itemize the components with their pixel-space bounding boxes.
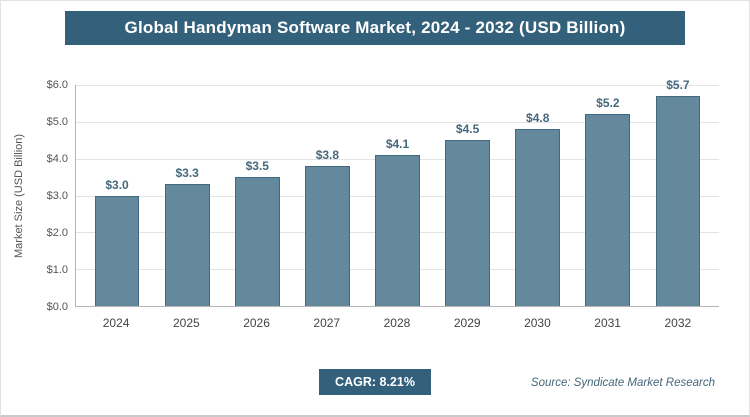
- x-tick-label: 2027: [313, 316, 341, 330]
- bar: [94, 195, 140, 306]
- plot-area: $3.0 $3.3 $3.5 $3.8 $4.1 $4.5 $4.8 $5.2 $5.7: [75, 78, 719, 307]
- bar-group: $4.1: [362, 85, 432, 306]
- y-axis-labels: $0.0 $1.0 $2.0 $3.0 $4.0 $5.0 $6.0: [31, 79, 75, 313]
- y-tick-label: $5.0: [46, 115, 68, 128]
- cagr-badge: CAGR: 8.21%: [319, 369, 431, 395]
- source-attribution: Source: Syndicate Market Research: [530, 377, 715, 389]
- x-tick-label: 2024: [102, 316, 130, 330]
- x-tick-label: 2025: [172, 316, 200, 330]
- y-tick-label: $6.0: [46, 79, 68, 91]
- bar-value-label: $4.1: [385, 136, 410, 151]
- chart-area: Market Size (USD Billion) $0.0 $1.0 $2.0 $3…: [13, 78, 719, 335]
- bar: [164, 184, 210, 306]
- y-tick-label: $4.0: [46, 152, 68, 165]
- bar-value-label: $5.7: [666, 78, 690, 93]
- bar-group: $4.5: [433, 85, 503, 306]
- bar-series: $3.0 $3.3 $3.5 $3.8 $4.1 $4.5 $4.8 $5.2 $5.7: [76, 78, 719, 306]
- chart-footer: CAGR: 8.21% Source: Syndicate Market Res…: [1, 369, 749, 397]
- bar-value-label: $3.3: [175, 166, 199, 181]
- y-tick-label: $0.0: [46, 301, 68, 313]
- bar: [304, 166, 350, 306]
- y-tick-label: $3.0: [46, 190, 68, 202]
- bar-group: $3.3: [152, 85, 222, 306]
- bar: [515, 129, 561, 306]
- bar-group: $3.0: [82, 85, 152, 306]
- bar-value-label: $3.0: [105, 177, 129, 192]
- bar-value-label: $3.5: [245, 159, 269, 174]
- x-tick-label: 2030: [524, 316, 551, 330]
- y-tick-label: $1.0: [46, 264, 68, 276]
- bar: [585, 114, 631, 306]
- x-tick-label: 2026: [243, 316, 270, 330]
- x-tick-label: 2032: [664, 316, 692, 330]
- bar-group: $5.2: [573, 85, 643, 306]
- gridline: [76, 121, 719, 123]
- bar: [375, 154, 420, 306]
- bar-value-label: $3.8: [315, 148, 340, 163]
- x-tick-label: 2029: [453, 316, 481, 330]
- x-axis-labels: 2024 2025 2026 2027 2028 2029 2030 2031 2032: [75, 307, 719, 335]
- bar: [234, 177, 280, 306]
- bar: [445, 140, 491, 306]
- bar: [655, 96, 701, 306]
- bar-group: $3.5: [222, 85, 292, 306]
- bar-value-label: $4.8: [526, 111, 550, 126]
- x-tick-label: 2031: [594, 316, 621, 330]
- chart-title: Global Handyman Software Market, 2024 - …: [65, 11, 685, 45]
- bar-group: $4.8: [503, 85, 573, 306]
- bar-value-label: $4.5: [455, 122, 480, 137]
- y-axis-title: Market Size (USD Billion): [13, 133, 25, 259]
- gridline: [76, 85, 719, 86]
- bar-value-label: $5.2: [596, 96, 620, 111]
- bar-group: $5.7: [643, 78, 713, 306]
- x-tick-label: 2028: [383, 316, 411, 330]
- y-tick-label: $2.0: [46, 226, 68, 239]
- bar-group: $3.8: [292, 85, 362, 306]
